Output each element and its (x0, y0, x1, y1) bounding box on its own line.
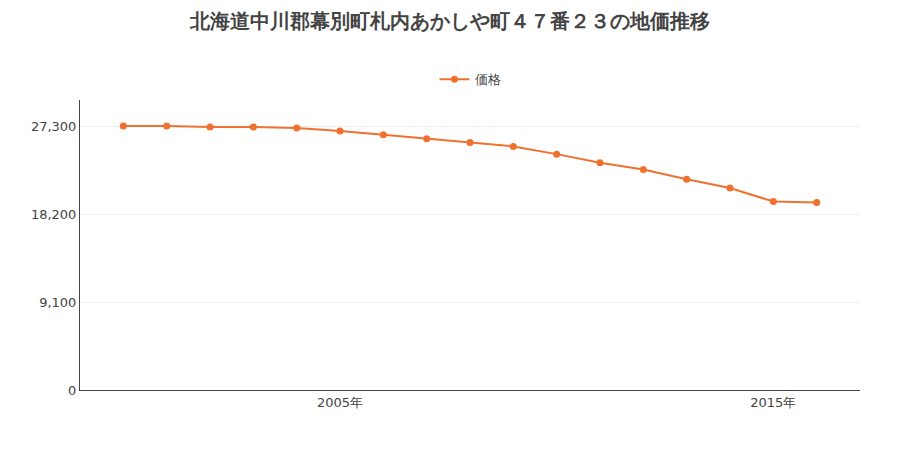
svg-text:2015年: 2015年 (750, 395, 796, 410)
svg-text:0: 0 (68, 383, 76, 398)
svg-text:北海道中川郡幕別町札内あかしや町４７番２３の地価推移: 北海道中川郡幕別町札内あかしや町４７番２３の地価推移 (189, 9, 710, 33)
svg-text:9,100: 9,100 (39, 295, 76, 310)
svg-text:18,200: 18,200 (31, 207, 77, 222)
svg-text:価格: 価格 (475, 72, 501, 87)
svg-text:2005年: 2005年 (317, 395, 363, 410)
svg-text:27,300: 27,300 (31, 119, 77, 134)
